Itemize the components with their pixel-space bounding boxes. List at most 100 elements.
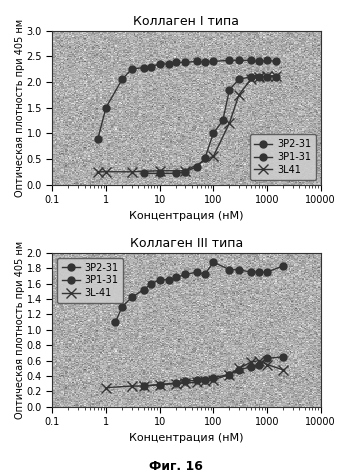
3P1-31: [274, 74, 279, 80]
Title: Коллаген I типа: Коллаген I типа: [133, 15, 239, 28]
3P2-31: [120, 304, 124, 310]
3L41: [274, 73, 279, 78]
3P1-31: [257, 362, 261, 367]
3L41: [130, 169, 134, 175]
3P2-31: [281, 263, 285, 269]
3P2-31: [183, 59, 187, 65]
3L-41: [130, 383, 134, 389]
Line: 3L41: 3L41: [93, 71, 281, 177]
3P2-31: [130, 66, 134, 72]
3P2-31: [274, 59, 279, 64]
Title: Коллаген III типа: Коллаген III типа: [130, 237, 243, 250]
3P1-31: [281, 354, 285, 360]
3P2-31: [211, 259, 216, 265]
3P2-31: [249, 58, 253, 63]
3P1-31: [211, 375, 216, 380]
3P2-31: [158, 61, 162, 67]
3P2-31: [167, 277, 171, 283]
3P2-31: [174, 59, 178, 65]
X-axis label: Концентрация (нМ): Концентрация (нМ): [129, 433, 244, 443]
3P2-31: [158, 277, 162, 283]
3L-41: [141, 383, 146, 389]
Line: 3L-41: 3L-41: [101, 356, 288, 393]
3L-41: [183, 380, 187, 386]
3P1-31: [249, 364, 253, 370]
3P1-31: [158, 382, 162, 388]
3P2-31: [227, 267, 232, 273]
3L-41: [227, 371, 232, 377]
3P1-31: [174, 380, 178, 386]
3P1-31: [265, 74, 269, 80]
3L41: [158, 168, 162, 174]
3L41: [237, 92, 241, 98]
3P2-31: [195, 59, 199, 64]
3P2-31: [149, 64, 153, 69]
3P2-31: [183, 271, 187, 277]
3P1-31: [141, 383, 146, 389]
3L-41: [249, 359, 253, 365]
Line: 3P1-31: 3P1-31: [140, 354, 287, 389]
3L41: [211, 153, 216, 159]
3L-41: [195, 379, 199, 385]
3P2-31: [95, 136, 100, 142]
X-axis label: Концентрация (нМ): Концентрация (нМ): [129, 211, 244, 220]
3P2-31: [265, 58, 269, 63]
3L-41: [203, 379, 207, 384]
3L41: [265, 73, 269, 78]
3P2-31: [257, 59, 261, 64]
3P2-31: [195, 269, 199, 275]
3P1-31: [183, 379, 187, 384]
3P1-31: [195, 377, 199, 383]
Y-axis label: Оптическая плотность при 405 нм: Оптическая плотность при 405 нм: [15, 241, 25, 419]
Line: 3P2-31: 3P2-31: [94, 57, 280, 143]
3L-41: [257, 358, 261, 363]
3P1-31: [203, 377, 207, 383]
Line: 3P2-31: 3P2-31: [112, 259, 287, 326]
3L41: [104, 169, 108, 175]
Line: 3P1-31: 3P1-31: [140, 73, 280, 177]
3L-41: [237, 365, 241, 371]
3P2-31: [130, 295, 134, 300]
3P1-31: [141, 170, 146, 176]
3L41: [227, 120, 232, 126]
3P2-31: [141, 65, 146, 70]
3P1-31: [237, 367, 241, 373]
3P2-31: [257, 269, 261, 275]
3P2-31: [120, 76, 124, 82]
3P2-31: [227, 58, 232, 63]
3P2-31: [237, 58, 241, 63]
3P1-31: [227, 371, 232, 377]
3L-41: [281, 367, 285, 373]
3P2-31: [113, 319, 118, 325]
3P1-31: [249, 74, 253, 80]
3P1-31: [174, 170, 178, 176]
3P1-31: [195, 164, 199, 169]
3L41: [95, 169, 100, 175]
3P2-31: [149, 281, 153, 287]
3L41: [249, 76, 253, 82]
3L41: [183, 168, 187, 174]
3P2-31: [104, 105, 108, 110]
3P2-31: [211, 59, 216, 64]
Legend: 3P2-31, 3P1-31, 3L41: 3P2-31, 3P1-31, 3L41: [250, 134, 316, 180]
3P2-31: [174, 275, 178, 280]
3P1-31: [158, 170, 162, 176]
Legend: 3P2-31, 3P1-31, 3L-41: 3P2-31, 3P1-31, 3L-41: [57, 258, 123, 303]
3L-41: [265, 362, 269, 367]
3L-41: [104, 385, 108, 390]
3P1-31: [227, 87, 232, 93]
3P2-31: [167, 61, 171, 67]
Y-axis label: Оптическая плотность при 405 нм: Оптическая плотность при 405 нм: [15, 18, 25, 197]
3P2-31: [203, 271, 207, 277]
3P2-31: [265, 269, 269, 275]
3P1-31: [221, 118, 225, 123]
3P1-31: [211, 130, 216, 136]
3P1-31: [265, 355, 269, 361]
3P1-31: [203, 155, 207, 161]
3P1-31: [237, 76, 241, 82]
3P1-31: [257, 74, 261, 80]
3P2-31: [141, 287, 146, 293]
3L-41: [174, 381, 178, 387]
3L41: [257, 74, 261, 80]
3P2-31: [237, 267, 241, 273]
